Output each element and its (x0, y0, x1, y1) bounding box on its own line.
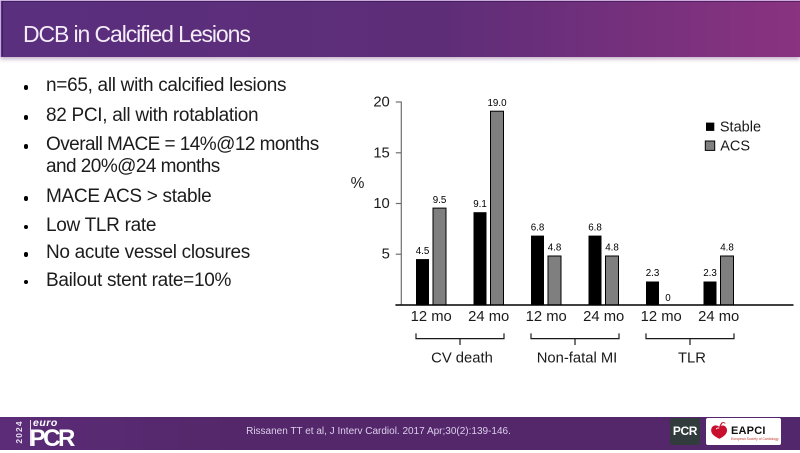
svg-text:9.5: 9.5 (433, 195, 447, 206)
svg-text:15: 15 (373, 145, 389, 161)
svg-text:6.8: 6.8 (531, 222, 545, 233)
svg-text:5: 5 (382, 247, 390, 263)
svg-text:ACS: ACS (720, 138, 750, 154)
svg-text:Non-fatal MI: Non-fatal MI (537, 350, 618, 366)
svg-text:%: % (351, 175, 365, 192)
svg-text:19.0: 19.0 (487, 98, 507, 109)
svg-text:CV death: CV death (431, 350, 493, 366)
svg-text:12 mo: 12 mo (526, 309, 567, 325)
svg-text:9.1: 9.1 (473, 199, 487, 210)
svg-text:10: 10 (373, 196, 389, 212)
svg-text:TLR: TLR (678, 350, 706, 366)
svg-text:24 mo: 24 mo (468, 309, 509, 325)
svg-text:2.3: 2.3 (646, 268, 660, 279)
svg-text:4.8: 4.8 (605, 243, 619, 254)
svg-text:12 mo: 12 mo (641, 309, 682, 325)
svg-text:0: 0 (665, 293, 671, 304)
svg-text:24 mo: 24 mo (583, 309, 624, 325)
svg-text:4.8: 4.8 (548, 243, 562, 254)
svg-text:20: 20 (373, 95, 389, 111)
svg-text:6.8: 6.8 (588, 222, 602, 233)
svg-text:12 mo: 12 mo (411, 309, 452, 325)
svg-text:4.5: 4.5 (416, 246, 430, 257)
svg-text:24 mo: 24 mo (698, 309, 739, 325)
svg-text:Stable: Stable (720, 119, 761, 135)
svg-text:4.8: 4.8 (720, 243, 734, 254)
svg-text:2.3: 2.3 (703, 268, 717, 279)
